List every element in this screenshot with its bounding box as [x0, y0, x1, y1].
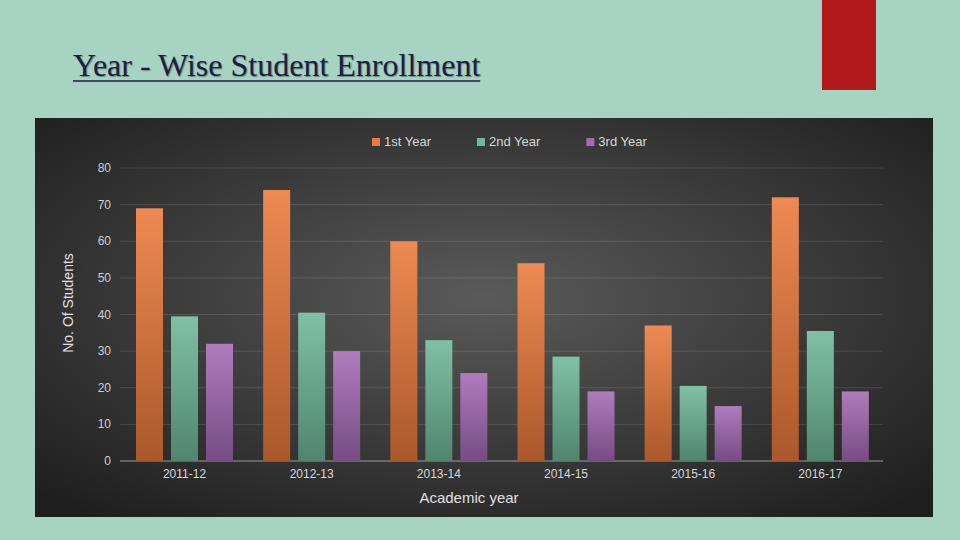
y-tick-label: 40 — [98, 308, 112, 322]
legend-swatch — [586, 138, 594, 146]
bar — [772, 197, 799, 461]
x-tick-label: 2012-13 — [290, 467, 334, 481]
x-axis-label: Academic year — [419, 489, 518, 506]
y-tick-label: 60 — [98, 234, 112, 248]
x-tick-label: 2013-14 — [417, 467, 461, 481]
grid-line — [120, 351, 883, 352]
bar — [425, 340, 452, 461]
legend-swatch — [477, 138, 485, 146]
title-underline — [73, 80, 480, 82]
bar — [842, 391, 869, 461]
y-axis-label: No. Of Students — [60, 253, 76, 353]
grid-line — [120, 241, 883, 242]
bar — [298, 313, 325, 461]
x-tick-label: 2011-12 — [163, 467, 206, 481]
bar — [553, 357, 580, 461]
bar — [390, 241, 417, 461]
y-tick-label: 20 — [98, 381, 112, 395]
legend-swatch — [372, 138, 380, 146]
legend-label: 1st Year — [384, 134, 432, 149]
page-background — [0, 0, 960, 540]
grid-line — [120, 277, 883, 278]
bar — [588, 391, 615, 461]
chart-panel — [35, 118, 933, 517]
bar — [263, 190, 290, 461]
title: Year - Wise Student Enrollment — [73, 47, 480, 83]
grid-line — [120, 424, 883, 425]
bar — [518, 263, 545, 461]
accent-block — [822, 0, 876, 90]
y-tick-label: 30 — [98, 344, 112, 358]
bar — [333, 351, 360, 461]
grid-line — [120, 314, 883, 315]
y-tick-label: 10 — [98, 417, 112, 431]
grid-line — [120, 168, 883, 169]
x-tick-label: 2015-16 — [671, 467, 715, 481]
y-tick-label: 70 — [98, 198, 112, 212]
y-tick-label: 50 — [98, 271, 112, 285]
grid-line — [120, 204, 883, 205]
bar — [206, 344, 233, 461]
legend-label: 3rd Year — [598, 134, 647, 149]
grid-line — [120, 387, 883, 388]
y-tick-label: 80 — [98, 161, 112, 175]
y-tick-label: 0 — [104, 454, 111, 468]
bar — [807, 331, 834, 461]
bar — [645, 325, 672, 461]
legend-label: 2nd Year — [489, 134, 541, 149]
page: Year - Wise Student Enrollment 0 10 20 30 40 5… — [0, 0, 960, 540]
x-tick-label: 2014-15 — [544, 467, 588, 481]
bar — [460, 373, 487, 461]
bar — [680, 386, 707, 461]
bar — [171, 316, 198, 461]
bar — [715, 406, 742, 461]
bars — [136, 190, 869, 461]
x-tick-label: 2016-17 — [798, 467, 842, 481]
grid-line — [120, 461, 883, 462]
bar — [136, 208, 163, 461]
